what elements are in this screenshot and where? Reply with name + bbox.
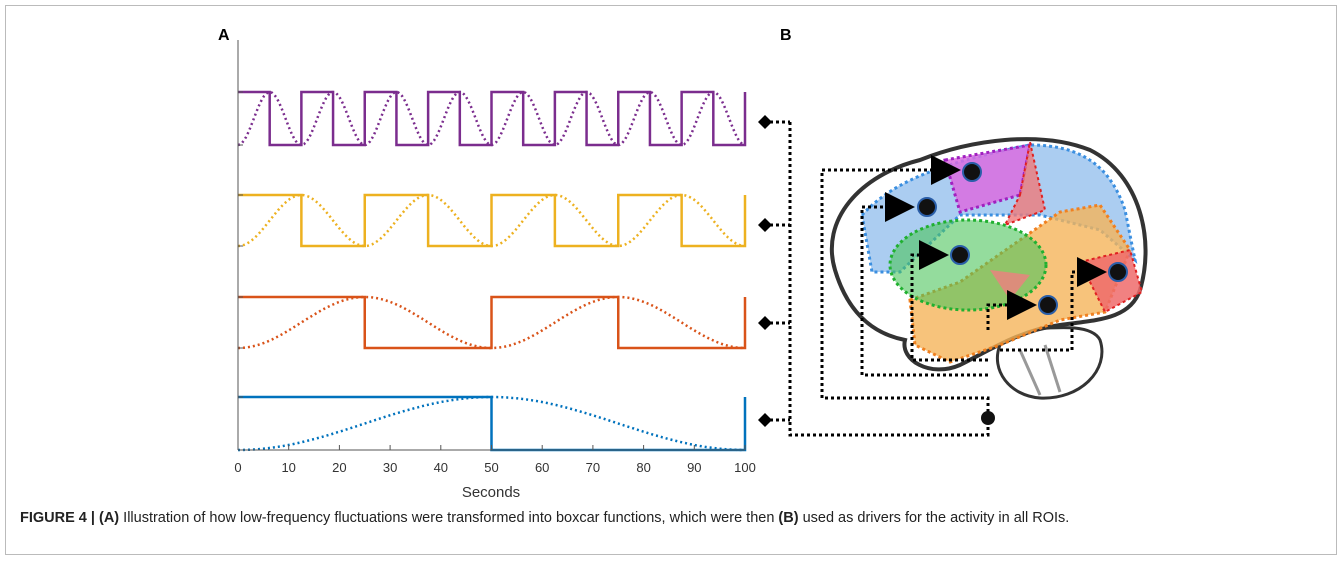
roi-dots [917,162,1128,425]
sinusoid [238,295,745,350]
x-tick-label: 0 [234,460,241,475]
x-tick-label: 90 [687,460,701,475]
boxcar [238,193,747,248]
panel-label: A [218,27,230,44]
figure-frame [5,5,1337,555]
connectors [770,120,990,437]
brain [829,137,1148,400]
x-tick-label: 70 [586,460,600,475]
x-tick-label: 20 [332,460,346,475]
boxcar [238,395,747,452]
sinusoid [237,193,745,248]
caption-text: Illustration of how low-frequency fluctu… [119,510,779,526]
caption-part: (B) [778,510,799,526]
x-tick-label: 100 [734,460,756,475]
x-tick-label: 30 [383,460,397,475]
caption-part: (A) [99,510,120,526]
brain-arrows [820,155,1107,418]
sinusoid [238,395,744,452]
boxcar [238,295,747,350]
x-tick-label: 60 [535,460,549,475]
x-axis-label: Seconds [462,484,520,501]
caption-figure: FIGURE 4 | [20,510,99,526]
caption: FIGURE 4 | (A) Illustration of how low-f… [20,510,1330,526]
diamonds [758,115,772,427]
x-tick-label: 10 [281,460,295,475]
x-tick-label: 40 [434,460,448,475]
figure: A B Seconds 0 10 20 30 40 50 60 70 80 90 100 [218,27,1148,501]
x-tick-label: 50 [484,460,498,475]
x-tick-label: 80 [636,460,650,475]
panel-label: B [780,27,792,44]
waveforms [237,90,747,452]
caption-text: used as drivers for the activity in all … [798,510,1070,526]
boxcar [238,90,747,147]
